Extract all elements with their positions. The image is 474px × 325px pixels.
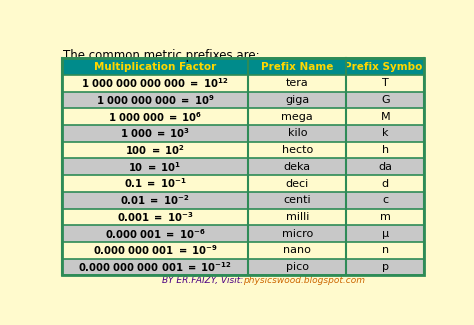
Bar: [346, 75, 424, 92]
Text: kilo: kilo: [288, 128, 307, 138]
Bar: [346, 175, 424, 192]
Bar: [248, 142, 346, 159]
Bar: [346, 225, 424, 242]
Bar: [346, 92, 424, 108]
Text: $\mathbf{1\ 000\ 000\ =\ 10^{6}}$: $\mathbf{1\ 000\ 000\ =\ 10^{6}}$: [108, 110, 202, 124]
Text: d: d: [382, 178, 389, 188]
Text: $\mathbf{0.000\ 000\ 000\ 001\ =\ 10^{-12}}$: $\mathbf{0.000\ 000\ 000\ 001\ =\ 10^{-1…: [78, 260, 232, 274]
Text: k: k: [382, 128, 389, 138]
Text: $\mathbf{0.000\ 000\ 001\ =\ 10^{-9}}$: $\mathbf{0.000\ 000\ 001\ =\ 10^{-9}}$: [92, 243, 218, 257]
Text: Prefix Symbol: Prefix Symbol: [344, 62, 426, 72]
Bar: [346, 209, 424, 225]
Bar: [62, 192, 248, 209]
Text: deci: deci: [286, 178, 309, 188]
Text: BY ER.FAIZY, Visit:: BY ER.FAIZY, Visit:: [162, 276, 243, 285]
Text: $\mathbf{0.001\ =\ 10^{-3}}$: $\mathbf{0.001\ =\ 10^{-3}}$: [117, 210, 193, 224]
Text: $\mathbf{1\ 000\ 000\ 000\ 000\ =\ 10^{12}}$: $\mathbf{1\ 000\ 000\ 000\ 000\ =\ 10^{1…: [82, 76, 228, 90]
Bar: [62, 142, 248, 159]
Text: tera: tera: [286, 78, 309, 88]
Bar: [62, 75, 248, 92]
Text: nano: nano: [283, 245, 311, 255]
Bar: [248, 125, 346, 142]
Text: mega: mega: [282, 112, 313, 122]
Bar: [62, 159, 248, 175]
Bar: [62, 108, 248, 125]
Bar: [248, 175, 346, 192]
Text: T: T: [382, 78, 389, 88]
Bar: [62, 175, 248, 192]
Text: Prefix Name: Prefix Name: [261, 62, 334, 72]
Text: $\mathbf{10\ =\ 10^{1}}$: $\mathbf{10\ =\ 10^{1}}$: [128, 160, 182, 174]
Bar: [62, 209, 248, 225]
Bar: [346, 58, 424, 75]
Text: $\mathbf{1\ 000\ =\ 10^{3}}$: $\mathbf{1\ 000\ =\ 10^{3}}$: [120, 126, 190, 140]
Text: milli: milli: [286, 212, 309, 222]
Text: giga: giga: [285, 95, 310, 105]
Bar: [62, 125, 248, 142]
Bar: [62, 92, 248, 108]
Text: centi: centi: [283, 195, 311, 205]
Text: hecto: hecto: [282, 145, 313, 155]
Bar: [62, 58, 424, 275]
Text: G: G: [381, 95, 390, 105]
Text: deka: deka: [284, 162, 311, 172]
Text: $\mathbf{0.000\ 001\ =\ 10^{-6}}$: $\mathbf{0.000\ 001\ =\ 10^{-6}}$: [105, 227, 205, 240]
Bar: [248, 92, 346, 108]
Bar: [346, 192, 424, 209]
Text: h: h: [382, 145, 389, 155]
Text: c: c: [382, 195, 388, 205]
Text: p: p: [382, 262, 389, 272]
Bar: [248, 192, 346, 209]
Text: $\mathbf{0.1\ =\ 10^{-1}}$: $\mathbf{0.1\ =\ 10^{-1}}$: [124, 176, 186, 190]
Text: pico: pico: [286, 262, 309, 272]
Bar: [248, 209, 346, 225]
Bar: [62, 259, 248, 275]
Bar: [62, 242, 248, 259]
Bar: [346, 125, 424, 142]
Text: da: da: [378, 162, 392, 172]
Bar: [346, 142, 424, 159]
Text: physicswood.blogspot.com: physicswood.blogspot.com: [243, 276, 365, 285]
Text: micro: micro: [282, 228, 313, 239]
Text: m: m: [380, 212, 391, 222]
Text: $\mathbf{100\ =\ 10^{2}}$: $\mathbf{100\ =\ 10^{2}}$: [125, 143, 185, 157]
Bar: [248, 225, 346, 242]
Bar: [346, 259, 424, 275]
Text: Multiplication Factor: Multiplication Factor: [94, 62, 216, 72]
Bar: [62, 58, 248, 75]
Bar: [248, 75, 346, 92]
Text: n: n: [382, 245, 389, 255]
Bar: [248, 242, 346, 259]
Bar: [248, 58, 346, 75]
Bar: [346, 159, 424, 175]
Bar: [248, 108, 346, 125]
Bar: [248, 159, 346, 175]
Text: μ: μ: [382, 228, 389, 239]
Text: $\mathbf{0.01\ =\ 10^{-2}}$: $\mathbf{0.01\ =\ 10^{-2}}$: [120, 193, 190, 207]
Bar: [248, 259, 346, 275]
Bar: [346, 242, 424, 259]
Text: M: M: [381, 112, 390, 122]
Text: $\mathbf{1\ 000\ 000\ 000\ =\ 10^{9}}$: $\mathbf{1\ 000\ 000\ 000\ =\ 10^{9}}$: [96, 93, 214, 107]
Text: The common metric prefixes are:: The common metric prefixes are:: [63, 49, 260, 62]
Bar: [62, 225, 248, 242]
Bar: [346, 108, 424, 125]
